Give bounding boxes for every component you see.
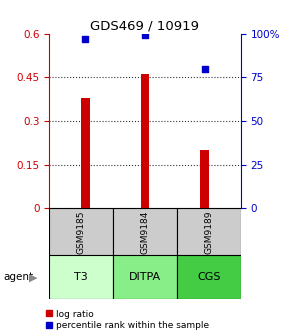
Text: agent: agent <box>3 272 33 282</box>
Text: DITPA: DITPA <box>129 272 161 282</box>
Bar <box>200 150 209 208</box>
Legend: log ratio, percentile rank within the sample: log ratio, percentile rank within the sa… <box>45 309 209 330</box>
Bar <box>141 74 149 208</box>
Bar <box>113 208 177 255</box>
Bar <box>81 98 90 208</box>
Bar <box>49 255 113 299</box>
Title: GDS469 / 10919: GDS469 / 10919 <box>90 19 200 33</box>
Text: GSM9185: GSM9185 <box>77 210 86 254</box>
Point <box>143 33 147 38</box>
Text: GSM9184: GSM9184 <box>140 210 150 254</box>
Text: GSM9189: GSM9189 <box>204 210 213 254</box>
Bar <box>177 208 241 255</box>
Point <box>202 66 207 71</box>
Bar <box>113 255 177 299</box>
Point <box>83 36 88 42</box>
Text: T3: T3 <box>74 272 88 282</box>
Text: CGS: CGS <box>197 272 221 282</box>
Text: ▶: ▶ <box>29 272 37 282</box>
Bar <box>49 208 113 255</box>
Bar <box>177 255 241 299</box>
